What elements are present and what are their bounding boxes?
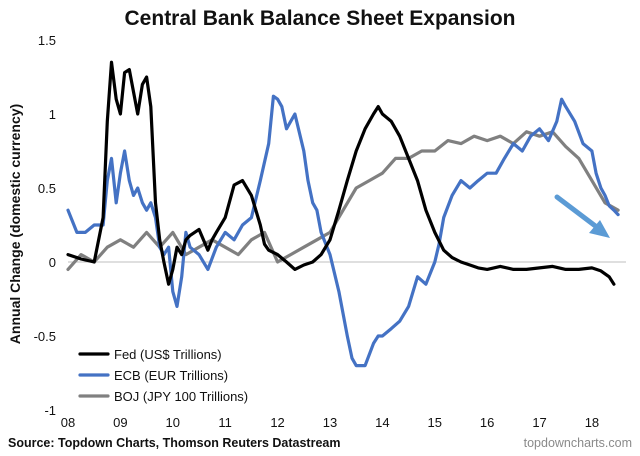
- x-tick-label: 14: [375, 415, 389, 430]
- y-axis-ticks: 1.5 1 0.5 0 -0.5 -1: [34, 33, 56, 418]
- x-tick-label: 15: [428, 415, 442, 430]
- series-group: [66, 60, 620, 368]
- x-tick-label: 17: [532, 415, 546, 430]
- legend-label-2: BOJ (JPY 100 Trillions): [114, 389, 248, 404]
- x-tick-label: 13: [323, 415, 337, 430]
- x-tick-label: 18: [585, 415, 599, 430]
- y-tick-label: 1: [49, 107, 56, 122]
- legend-label-1: ECB (EUR Trillions): [114, 368, 228, 383]
- y-tick-label: -0.5: [34, 329, 56, 344]
- x-tick-label: 08: [61, 415, 75, 430]
- x-tick-label: 09: [113, 415, 127, 430]
- arrow-annotation-head: [589, 220, 610, 238]
- y-tick-label: -1: [44, 403, 56, 418]
- source-note: Source: Topdown Charts, Thomson Reuters …: [8, 436, 340, 450]
- y-axis-label: Annual Change (domestic currency): [7, 104, 23, 344]
- chart-title: Central Bank Balance Sheet Expansion: [125, 7, 516, 30]
- x-tick-label: 16: [480, 415, 494, 430]
- series-line-1: [66, 94, 620, 368]
- x-tick-label: 12: [270, 415, 284, 430]
- series-line-0: [66, 60, 616, 286]
- arrow-annotation-shaft: [554, 194, 601, 231]
- y-tick-label: 0: [49, 255, 56, 270]
- y-tick-label: 0.5: [38, 181, 56, 196]
- legend: Fed (US$ Trillions) ECB (EUR Trillions) BO…: [78, 347, 248, 404]
- watermark: topdowncharts.com: [524, 436, 632, 450]
- x-tick-label: 11: [218, 415, 232, 430]
- x-axis-ticks: 08 09 10 11 12 13 14 15 16 17 18: [61, 415, 599, 430]
- legend-label-0: Fed (US$ Trillions): [114, 347, 222, 362]
- y-tick-label: 1.5: [38, 33, 56, 48]
- x-tick-label: 10: [166, 415, 180, 430]
- arrow-annotation: [554, 194, 610, 238]
